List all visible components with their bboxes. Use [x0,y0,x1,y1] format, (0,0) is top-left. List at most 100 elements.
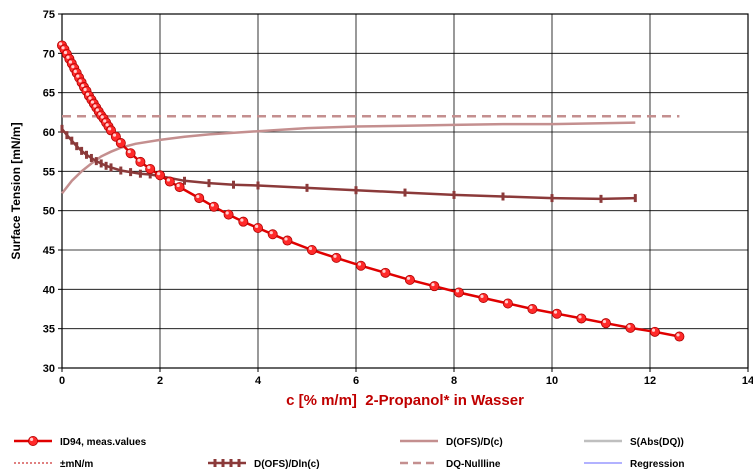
data-point [99,159,103,168]
data-point-highlight [651,328,656,332]
y-tick-label: 40 [43,284,55,296]
data-point-highlight [105,123,109,127]
y-tick-label: 70 [43,48,55,60]
series-d-ofs-d-c [61,121,636,195]
data-point [674,331,685,342]
legend-label: DQ-Nullline [446,459,501,470]
data-point-highlight [117,139,121,144]
data-point-highlight [71,65,75,69]
data-point [80,146,84,155]
legend-item-regression: Regression [584,459,684,470]
data-point [125,148,136,159]
data-point [154,170,165,181]
data-point-highlight [431,282,435,287]
data-point [104,161,108,170]
data-point-highlight [59,42,63,46]
data-point [599,194,603,203]
data-point [174,182,185,193]
data-point [576,313,587,324]
x-tick-label: 0 [59,375,65,387]
data-point-highlight [66,55,70,59]
data-point-highlight [406,276,411,280]
data-point-highlight [90,100,95,104]
data-point-highlight [240,218,244,222]
data-point [502,298,513,309]
data-point [60,124,64,133]
data-point [306,244,317,255]
data-point-highlight [455,289,460,293]
data-point [550,194,554,203]
data-point-highlight [78,79,82,83]
x-axis-label: c [% m/m] 2-Propanol* in Wasser [286,392,524,409]
data-point-highlight [357,262,362,266]
data-point [70,136,74,145]
legend-label: ID94, meas.values [60,437,147,448]
data-point-highlight [93,104,97,108]
data-point [89,153,93,162]
data-point [331,252,342,263]
data-point [238,216,249,227]
data-point [138,169,142,178]
data-point-highlight [308,246,313,250]
y-axis-label: Surface Tension [mN/m] [9,122,23,259]
data-point-highlight [210,203,215,207]
data-point [600,318,611,329]
data-point-highlight [112,133,117,137]
data-point [109,163,113,172]
data-point [129,168,133,177]
legend-item-d-ofs-d-c: D(OFS)/D(c) [400,437,503,448]
data-point-highlight [73,69,77,73]
data-point [208,201,219,212]
data-point-highlight [127,150,131,154]
data-point [94,157,98,166]
data-point [194,193,205,204]
data-point [527,303,538,314]
data-point [207,179,211,188]
legend-label: D(OFS)/D(c) [446,437,503,448]
data-point [145,163,156,174]
data-point [403,188,407,197]
data-point-highlight [504,300,509,304]
data-point [649,326,660,337]
y-tick-label: 65 [43,88,55,100]
data-point [183,176,186,185]
y-tick-label: 55 [43,166,55,178]
data-point-highlight [196,194,200,199]
series-layer [57,40,685,342]
data-point [223,209,234,220]
data-point-highlight [88,96,92,100]
data-point-highlight [480,294,484,298]
data-point-highlight [333,254,337,258]
y-tick-label: 50 [43,206,55,218]
series-line [61,121,636,195]
x-tick-label: 10 [546,375,558,387]
data-point-highlight [553,310,558,314]
data-point [354,186,358,195]
data-point-highlight [95,108,99,112]
data-point [148,170,152,179]
data-point [75,142,79,151]
data-point [85,150,88,159]
data-point-highlight [157,172,161,176]
data-point-highlight [83,87,87,92]
legend-label: ±mN/m [60,459,93,470]
series-line [61,128,636,201]
data-point-highlight [85,92,90,96]
legend-item-d-ofs-dln-c: D(OFS)/Dln(c) [208,459,320,470]
data-point [453,287,464,298]
x-axis-ticks: 0 2 4 6 8 10 12 14 [59,368,753,387]
y-tick-label: 75 [43,9,55,21]
legend-item-mn-m: ±mN/m [14,459,93,470]
data-point-highlight [269,231,273,235]
x-tick-label: 4 [255,375,262,387]
data-point [404,274,415,285]
legend-marker [229,459,233,467]
data-point [65,131,69,140]
data-point-highlight [529,305,533,309]
legend-marker [213,459,217,467]
data-point [119,166,123,175]
plot-area-frame [61,13,749,369]
y-axis-ticks: 30 35 40 45 50 55 60 65 70 75 [43,9,62,375]
legend-marker [237,459,241,467]
data-point-highlight [108,127,112,131]
